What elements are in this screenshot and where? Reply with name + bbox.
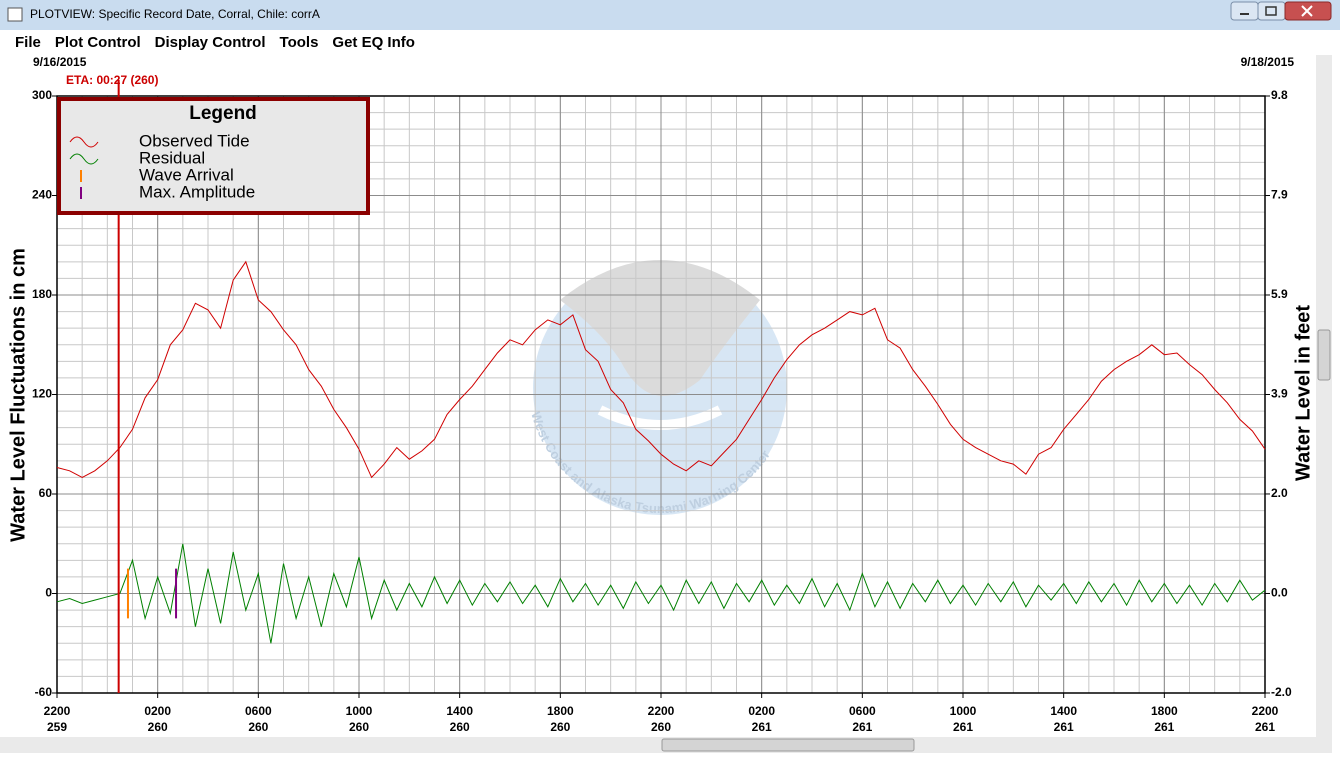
x-tick-day: 260: [148, 720, 168, 734]
x-tick-label: 1800: [1151, 704, 1178, 718]
x-tick-label: 0600: [245, 704, 272, 718]
window-title: PLOTVIEW: Specific Record Date, Corral, …: [30, 7, 320, 21]
series-line: [56, 543, 1266, 644]
menu-item[interactable]: Tools: [280, 34, 319, 51]
eta-label: ETA: 00:27 (260): [66, 73, 158, 87]
x-tick-day: 259: [47, 720, 67, 734]
legend-swatch: [69, 153, 99, 165]
y-axis-label: Water Level Fluctuations in cm: [7, 248, 29, 542]
v-scrollbar[interactable]: [1316, 55, 1332, 753]
menu-item[interactable]: File: [15, 34, 41, 51]
y-tick-label: -60: [35, 685, 53, 699]
x-tick-day: 260: [550, 720, 570, 734]
x-tick-day: 261: [1154, 720, 1174, 734]
legend-label: Residual: [139, 148, 205, 167]
x-tick-day: 260: [349, 720, 369, 734]
h-scrollbar[interactable]: [0, 737, 1316, 753]
x-tick-label: 0200: [748, 704, 775, 718]
y2-tick-label: -2.0: [1271, 685, 1292, 699]
app-icon: [7, 7, 23, 22]
maximize-icon: [1265, 6, 1277, 16]
y-tick-label: 240: [32, 188, 52, 202]
x-tick-label: 1800: [547, 704, 574, 718]
end-date: 9/18/2015: [1241, 55, 1295, 69]
x-tick-day: 261: [953, 720, 973, 734]
watermark: West Coast and Alaska Tsunami Warning Ce…: [528, 260, 787, 516]
y2-tick-label: 5.9: [1271, 287, 1288, 301]
x-tick-label: 1400: [446, 704, 473, 718]
x-tick-day: 260: [651, 720, 671, 734]
x-tick-label: 2200: [648, 704, 675, 718]
title-bar: [0, 0, 1340, 30]
y-tick-label: 60: [39, 486, 53, 500]
x-tick-day: 261: [852, 720, 872, 734]
y-tick-label: 0: [45, 586, 52, 600]
series-line: [56, 260, 1266, 479]
x-tick-label: 0600: [849, 704, 876, 718]
x-tick-day: 261: [1255, 720, 1275, 734]
close-icon: [1301, 5, 1313, 17]
x-tick-day: 261: [1054, 720, 1074, 734]
plot: -60 0 60 120 180 240 300 -2.0 0.0 2.0 3.9 5.9 7.9 9.8…: [7, 55, 1314, 734]
legend-label: Max. Amplitude: [139, 182, 255, 201]
start-date: 9/16/2015: [33, 55, 87, 69]
y2-tick-label: 9.8: [1271, 88, 1288, 102]
y-tick-label: 180: [32, 287, 52, 301]
maximize-button[interactable]: [1257, 1, 1286, 21]
h-scroll-thumb[interactable]: [661, 738, 915, 752]
x-tick-day: 260: [450, 720, 470, 734]
y2-tick-label: 7.9: [1271, 188, 1288, 202]
logo-wave: [597, 405, 723, 430]
menu-bar: [0, 30, 1340, 55]
x-tick-label: 1000: [950, 704, 977, 718]
legend-box: [57, 97, 370, 215]
y2-axis-label: Water Level in feet: [1292, 305, 1314, 481]
legend-label: Wave Arrival: [139, 165, 234, 184]
x-tick-label: 1000: [346, 704, 373, 718]
x-tick-label: 0200: [144, 704, 171, 718]
x-tick-label: 2200: [1252, 704, 1279, 718]
menu-item[interactable]: Plot Control: [55, 34, 141, 51]
y2-tick-label: 3.9: [1271, 387, 1288, 401]
v-scroll-thumb[interactable]: [1317, 329, 1331, 381]
legend-title: Legend: [189, 103, 257, 124]
menu-item[interactable]: Display Control: [155, 34, 266, 51]
plot-frame: [56, 95, 1266, 694]
menu-item[interactable]: Get EQ Info: [332, 34, 415, 51]
menu: File Plot Control Display Control Tools Get …: [15, 34, 415, 51]
x-tick-day: 260: [248, 720, 268, 734]
x-tick-label: 1400: [1050, 704, 1077, 718]
legend-label: Observed Tide: [139, 131, 250, 150]
x-tick-day: 261: [752, 720, 772, 734]
y-tick-label: 120: [32, 387, 52, 401]
y2-tick-label: 2.0: [1271, 486, 1288, 500]
y2-tick-label: 0.0: [1271, 586, 1288, 600]
minimize-button[interactable]: [1230, 1, 1259, 21]
legend-swatch: [69, 136, 99, 148]
y-tick-label: 300: [32, 88, 52, 102]
x-tick-label: 2200: [44, 704, 71, 718]
